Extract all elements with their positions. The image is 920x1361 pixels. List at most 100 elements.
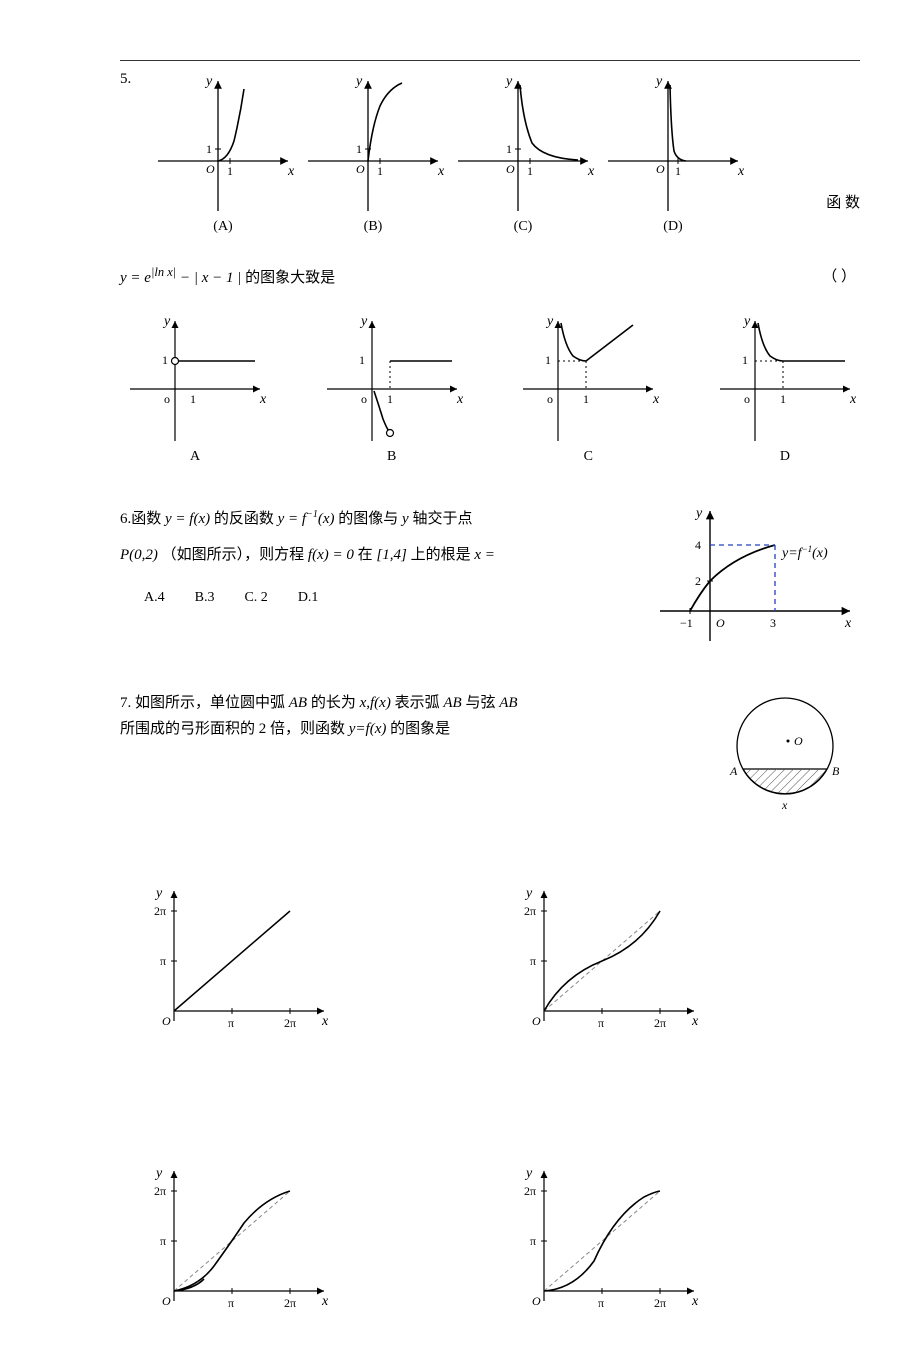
q5-number: 5. (120, 71, 148, 235)
q5-paren: （ ） (818, 265, 860, 286)
q7-plot-2: x y O π 2π π 2π (514, 881, 704, 1041)
q6-opt-b: B.3 (195, 581, 215, 615)
svg-text:y: y (504, 74, 513, 89)
svg-text:x: x (321, 1014, 329, 1029)
q6-graph: x y O 4 2 −1 3 y=f−1(x) (640, 501, 860, 651)
q5b-label-a: A (120, 449, 270, 465)
q5b-graph-c: x y o 1 1 (513, 311, 663, 451)
svg-text:o: o (164, 392, 170, 406)
svg-text:y=f−1(x): y=f−1(x) (780, 544, 828, 561)
q5-row2-labels: A B C D (120, 449, 860, 465)
q6-block: 6.函数 y = f(x) 的反函数 y = f−1(x) 的图像与 y 轴交于… (120, 501, 860, 651)
svg-text:2π: 2π (284, 1296, 296, 1310)
q7-plot-4: x y O π 2π π 2π (514, 1161, 704, 1321)
svg-text:π: π (160, 954, 166, 968)
svg-text:1: 1 (527, 164, 533, 178)
svg-text:x: x (691, 1014, 699, 1029)
svg-text:O: O (506, 162, 515, 176)
svg-text:1: 1 (675, 164, 681, 178)
svg-text:O: O (206, 162, 215, 176)
svg-text:O: O (162, 1294, 171, 1308)
svg-text:O: O (162, 1014, 171, 1028)
svg-text:x: x (287, 164, 295, 179)
svg-text:y: y (154, 1166, 163, 1181)
q5b-graph-b: x y o 1 1 (317, 311, 467, 451)
svg-text:x: x (652, 392, 660, 407)
svg-text:2: 2 (695, 574, 701, 588)
svg-text:2π: 2π (154, 904, 166, 918)
svg-text:y: y (359, 314, 368, 329)
svg-text:2π: 2π (284, 1016, 296, 1030)
q5-label-a: (A) (148, 219, 298, 235)
svg-text:1: 1 (356, 142, 362, 156)
svg-text:1: 1 (359, 353, 365, 367)
q7-text: 7. 如图所示，单位圆中弧 AB 的长为 x,f(x) 表示弧 AB 与弦 AB… (120, 691, 700, 742)
svg-text:π: π (530, 954, 536, 968)
q5-label-c: (C) (448, 219, 598, 235)
q7-circle-graph: O A B x (710, 691, 860, 821)
svg-text:x: x (737, 164, 745, 179)
svg-text:3: 3 (770, 616, 776, 630)
svg-text:1: 1 (387, 392, 393, 406)
svg-text:2π: 2π (524, 1184, 536, 1198)
svg-text:1: 1 (780, 392, 786, 406)
svg-text:B: B (832, 764, 840, 778)
svg-text:π: π (228, 1296, 234, 1310)
q6-options: A.4 B.3 C. 2 D.1 (144, 581, 630, 615)
q5-graph-c: x y O 1 1 (448, 71, 598, 221)
svg-text:1: 1 (506, 142, 512, 156)
svg-text:o: o (547, 392, 553, 406)
svg-text:O: O (532, 1014, 541, 1028)
svg-text:π: π (598, 1016, 604, 1030)
svg-text:4: 4 (695, 538, 701, 552)
q5-row2-graphs: x y o 1 1 x y o 1 1 (120, 311, 860, 451)
q5-graph-a: x y O 1 1 (148, 71, 298, 221)
svg-text:y: y (162, 314, 171, 329)
svg-text:π: π (228, 1016, 234, 1030)
top-rule (120, 60, 860, 61)
q7-plot-1: x y O π 2π π 2π (144, 881, 334, 1041)
svg-text:2π: 2π (154, 1184, 166, 1198)
svg-text:o: o (361, 392, 367, 406)
svg-text:x: x (456, 392, 464, 407)
q5-equation-line: y = e|ln x| − | x − 1 | 的图象大致是 （ ） (120, 265, 860, 287)
svg-text:x: x (849, 392, 857, 407)
svg-text:2π: 2π (654, 1016, 666, 1030)
q5-graph-d: x y O 1 (598, 71, 748, 221)
svg-text:y: y (524, 886, 533, 901)
q5-header-row: 5. x y (120, 71, 860, 235)
svg-text:O: O (794, 734, 803, 748)
q5b-label-c: C (513, 449, 663, 465)
q6-opt-a: A.4 (144, 581, 165, 615)
svg-text:1: 1 (190, 392, 196, 406)
svg-text:π: π (160, 1234, 166, 1248)
q7-option-plots: x y O π 2π π 2π x y O (144, 881, 860, 1321)
svg-text:1: 1 (377, 164, 383, 178)
svg-text:O: O (532, 1294, 541, 1308)
q7-block: 7. 如图所示，单位圆中弧 AB 的长为 x,f(x) 表示弧 AB 与弦 AB… (120, 691, 860, 821)
svg-text:−1: −1 (680, 616, 693, 630)
q5-rhs-text: 函 数 (826, 191, 860, 212)
svg-text:A: A (729, 764, 738, 778)
q5b-label-b: B (317, 449, 467, 465)
svg-text:π: π (598, 1296, 604, 1310)
svg-text:y: y (204, 74, 213, 89)
q6-text: 6.函数 y = f(x) 的反函数 y = f−1(x) 的图像与 y 轴交于… (120, 501, 630, 615)
svg-text:1: 1 (162, 353, 168, 367)
svg-text:y: y (654, 74, 663, 89)
svg-text:O: O (656, 162, 665, 176)
q7-plot-3: x y O π 2π π 2π (144, 1161, 334, 1321)
q5-row1-graphs: x y O 1 1 (148, 71, 748, 221)
q5-row1-labels: (A) (B) (C) (D) (148, 219, 748, 235)
svg-text:1: 1 (742, 353, 748, 367)
svg-text:y: y (545, 314, 554, 329)
svg-text:O: O (716, 616, 725, 630)
svg-text:x: x (259, 392, 267, 407)
q5b-graph-d: x y o 1 1 (710, 311, 860, 451)
svg-text:x: x (437, 164, 445, 179)
svg-text:o: o (744, 392, 750, 406)
svg-text:y: y (524, 1166, 533, 1181)
svg-text:x: x (781, 798, 788, 812)
svg-text:y: y (742, 314, 751, 329)
svg-text:1: 1 (545, 353, 551, 367)
